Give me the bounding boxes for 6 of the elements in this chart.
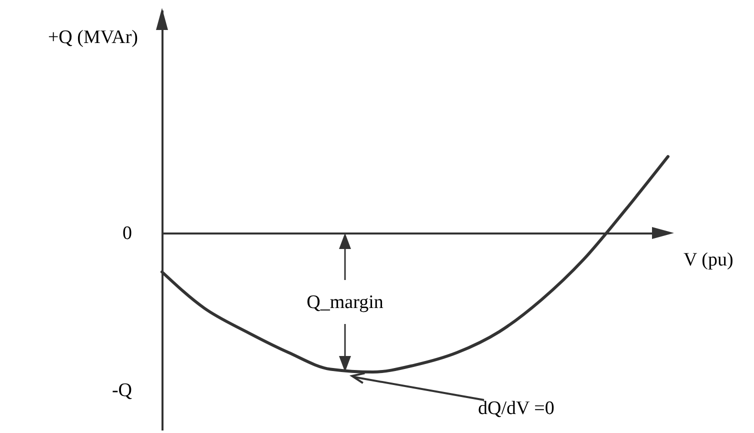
text: -Q	[112, 380, 132, 401]
text: +Q (MVAr)	[48, 27, 138, 48]
text: dQ/dV =0	[478, 398, 554, 419]
x-axis-title: V (pu)	[684, 250, 734, 270]
text: 0	[122, 223, 132, 244]
annotation: Q_margin	[306, 292, 384, 313]
